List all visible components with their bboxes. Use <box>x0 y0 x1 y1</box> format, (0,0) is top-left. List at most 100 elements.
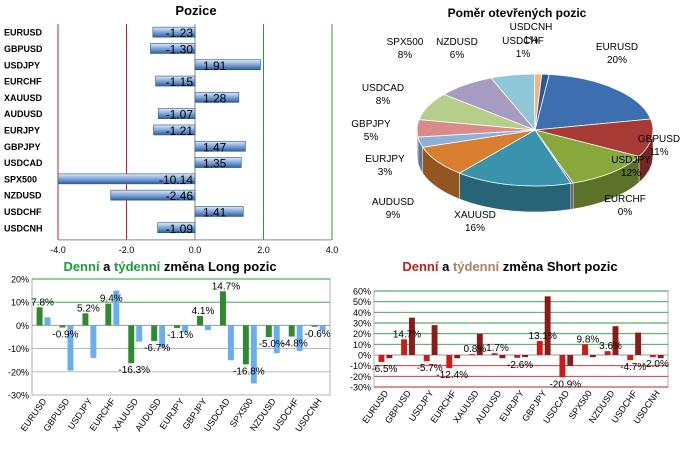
x-tick-label: -4.0 <box>50 245 66 255</box>
change-bar <box>67 325 74 371</box>
change-bar <box>559 355 566 378</box>
data-label: -2.6% <box>507 360 533 371</box>
slice-pct-label: 3% <box>378 167 393 178</box>
change-bar <box>499 355 506 359</box>
position-bar <box>153 124 196 136</box>
y-tick-label: -20% <box>350 372 371 382</box>
change-bar <box>604 351 611 355</box>
slice-pct-label: 1% <box>516 49 531 60</box>
position-bar <box>158 108 196 119</box>
change-bar <box>476 333 483 355</box>
data-label: 7.8% <box>31 297 54 308</box>
long-change-panel: Denní a týdenní změna Long pozic 20% 10% 0%… <box>0 255 340 448</box>
data-label: -4.8% <box>282 339 308 350</box>
slice-name-label: USDJPY <box>611 155 651 166</box>
value-label: 1.47 <box>203 140 227 154</box>
pozice-chart-panel: Pozice EURUSD -1.23 GBPUSD -1.30 USDJPY 1.91 EU… <box>0 0 350 269</box>
value-label: 1.28 <box>203 91 227 105</box>
change-bar <box>378 355 385 362</box>
category-label: AUDUSD <box>4 109 43 119</box>
y-tick-label: 20% <box>353 329 371 339</box>
slice-name-label: USDCNH <box>510 22 553 33</box>
slice-name-label: SPX500 <box>387 37 424 48</box>
change-bar <box>159 325 166 348</box>
category-label: EURUSD <box>4 28 43 38</box>
data-label: -5.7% <box>417 363 443 374</box>
position-bar <box>194 92 240 103</box>
slice-pct-label: 5% <box>364 132 379 143</box>
change-bar <box>454 355 461 359</box>
category-label: EURJPY <box>4 125 40 135</box>
pie-slice <box>458 129 572 187</box>
y-tick-label: -30% <box>8 391 29 401</box>
position-bar <box>194 140 246 152</box>
pie-slice <box>534 73 550 131</box>
change-bar <box>128 325 135 364</box>
change-bar <box>544 296 551 355</box>
data-label: -2.0% <box>643 359 669 370</box>
category-label: USDJPY <box>4 60 40 70</box>
change-bar <box>514 355 521 358</box>
title-part: týdenní <box>114 259 161 274</box>
long-change-chart: Denní a týdenní změna Long pozic 20% 10% 0%… <box>8 259 331 434</box>
data-label: 3.6% <box>599 341 622 352</box>
category-label: NZDUSD <box>4 191 42 201</box>
title-part: změna Short pozic <box>499 259 617 274</box>
category-label: GBPJPY <box>4 142 41 152</box>
short-change-chart: Denní a týdenní změna Short pozic 60%50%4… <box>350 259 669 426</box>
data-label: 4.1% <box>192 306 215 317</box>
change-bar <box>423 355 430 362</box>
change-bar <box>82 313 89 326</box>
change-bar <box>205 325 211 331</box>
change-bar <box>197 315 204 326</box>
data-label: -0.9% <box>52 329 78 340</box>
value-label: -1.23 <box>166 26 194 40</box>
change-bar <box>296 325 303 351</box>
slice-name-label: NZDUSD <box>436 37 478 48</box>
change-bar <box>151 325 158 341</box>
change-bar <box>582 344 588 355</box>
change-bar <box>649 355 656 358</box>
data-label: -20.9% <box>549 379 581 390</box>
change-bar <box>409 317 415 355</box>
chart-title: Pozice <box>175 3 216 18</box>
y-tick-label: 0% <box>16 321 29 331</box>
chart-title: Poměr otevřených pozic <box>448 6 587 20</box>
change-bar <box>182 325 189 333</box>
data-label: -12.4% <box>436 370 468 381</box>
position-bar <box>150 43 196 54</box>
slice-pct-label: 6% <box>450 50 465 61</box>
value-label: 1.35 <box>203 157 227 171</box>
position-bar <box>194 157 242 168</box>
category-label: XAUUSD <box>4 93 43 103</box>
change-bar <box>319 325 326 331</box>
y-tick-label: 0% <box>358 351 371 361</box>
y-tick-label: -30% <box>350 383 371 393</box>
change-bar <box>105 303 112 326</box>
change-bar <box>468 354 475 356</box>
data-label: 5.2% <box>77 303 100 314</box>
title-part: a <box>100 259 114 274</box>
slice-pct-label: 11% <box>649 147 668 158</box>
y-tick-label: 40% <box>353 308 371 318</box>
slice-name-label: EURJPY <box>365 154 405 165</box>
change-bar <box>242 325 249 365</box>
y-tick-label: -10% <box>350 361 371 371</box>
value-label: -1.21 <box>166 124 194 138</box>
title-part: Denní <box>63 259 100 274</box>
change-bar <box>113 290 120 326</box>
data-label: 0.8% <box>463 344 486 355</box>
title-part: týdenní <box>453 259 500 274</box>
data-label: 13.1% <box>529 331 557 342</box>
change-bar <box>589 355 596 358</box>
value-label: 1.41 <box>203 205 227 219</box>
change-bar <box>446 355 453 369</box>
data-label: -1.1% <box>167 330 193 341</box>
value-label: 1.91 <box>203 59 227 73</box>
slice-name-label: USDCAD <box>362 83 404 94</box>
change-bar <box>491 353 498 355</box>
x-tick-label: 0.0 <box>189 245 202 255</box>
slice-pct-label: 12% <box>621 168 641 179</box>
data-label: 14.7% <box>212 281 240 292</box>
y-tick-label: 30% <box>353 319 371 329</box>
